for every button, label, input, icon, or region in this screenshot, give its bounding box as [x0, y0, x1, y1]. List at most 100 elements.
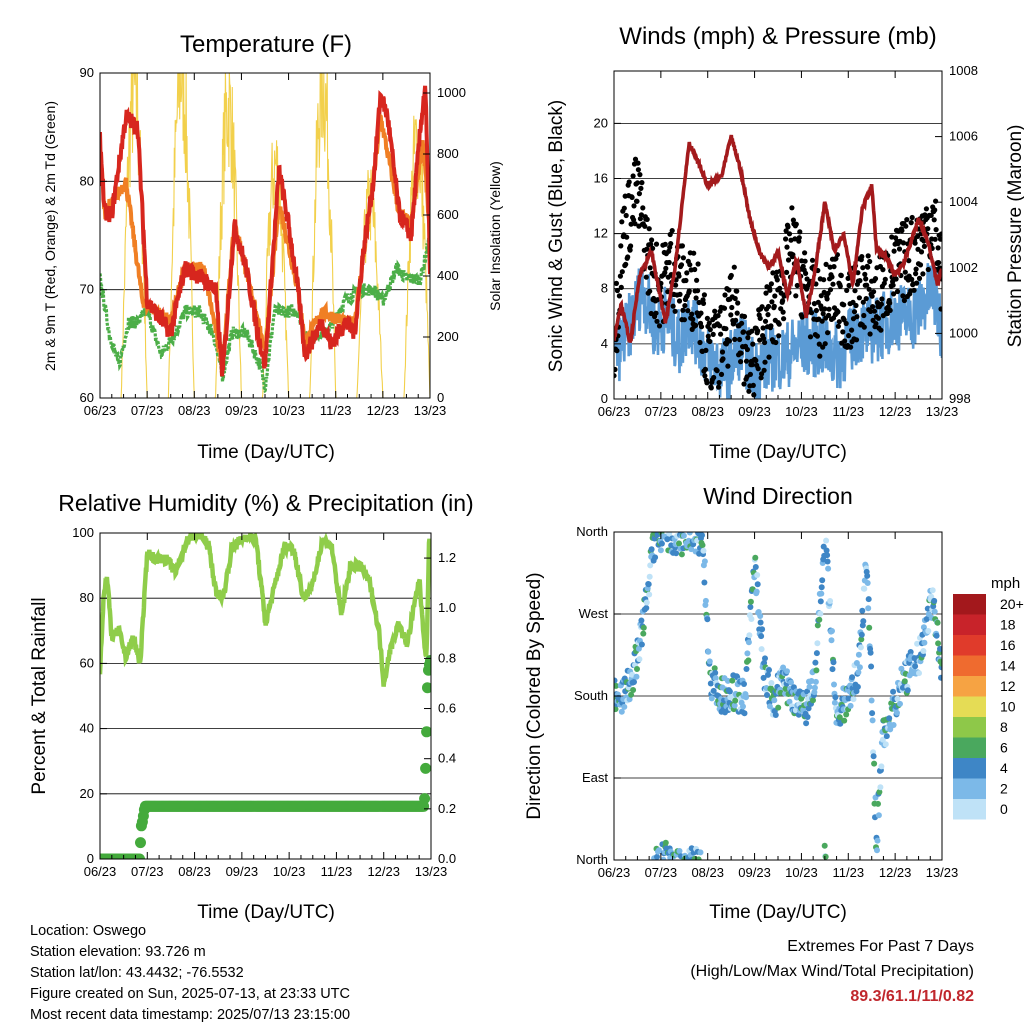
gust-point — [632, 156, 639, 162]
dir-x-tick-label: 07/23 — [645, 865, 678, 880]
winds-title: Winds (mph) & Pressure (mb) — [619, 23, 936, 50]
gust-point — [780, 298, 786, 304]
direction-point — [680, 532, 687, 539]
gust-point — [695, 261, 701, 267]
gust-point — [762, 318, 769, 324]
rh-y-tick-label: 40 — [80, 721, 94, 736]
direction-point — [771, 697, 778, 704]
gust-point — [707, 338, 713, 345]
gust-point — [925, 266, 931, 273]
direction-point — [931, 608, 938, 615]
dewpoint-line — [100, 231, 430, 394]
temperature-title: Temperature (F) — [180, 31, 352, 58]
direction-point — [635, 645, 642, 652]
gust-point — [689, 311, 695, 317]
wind-x-tick-label: 13/23 — [926, 404, 959, 419]
rh-x-tick-label: 08/23 — [178, 864, 211, 879]
gust-point — [817, 353, 823, 359]
wind-y2-tick-label: 1004 — [949, 194, 978, 209]
rh-y-tick-label: 80 — [80, 590, 94, 605]
wind-x-tick-label: 06/23 — [598, 404, 631, 419]
direction-point — [768, 680, 775, 686]
gust-point — [867, 331, 873, 337]
gust-point — [737, 336, 743, 343]
gust-point — [768, 323, 774, 329]
gust-point — [676, 273, 682, 279]
gust-point — [865, 253, 871, 259]
wind-x-tick-label: 07/23 — [645, 404, 678, 419]
gust-point — [666, 259, 672, 266]
direction-point — [883, 733, 890, 740]
winds-panel: Winds (mph) & Pressure (mb) 06/23 07/23 08… — [546, 23, 1024, 463]
direction-point — [824, 552, 831, 559]
humidity-title: Relative Humidity (%) & Precipitation (i… — [58, 490, 473, 516]
humidity-panel: Relative Humidity (%) & Precipitation (i… — [29, 490, 474, 923]
gust-point — [614, 280, 619, 286]
gust-point — [790, 252, 796, 258]
gust-point — [735, 300, 741, 306]
gust-point — [677, 291, 683, 297]
gust-point — [621, 205, 627, 211]
gust-point — [716, 380, 722, 386]
gust-point — [913, 266, 919, 272]
gust-point — [698, 324, 705, 330]
temp-y2-tick-label: 1000 — [437, 85, 466, 100]
direction-point — [775, 704, 782, 711]
direction-point — [831, 699, 838, 706]
rh-y2-tick-label: 0.8 — [438, 650, 456, 665]
direction-point — [836, 714, 843, 721]
gust-point — [711, 374, 717, 381]
gust-point — [755, 328, 761, 334]
speed-legend-swatch — [953, 737, 986, 758]
temp-y2-tick-label: 600 — [437, 207, 459, 222]
direction-point — [704, 616, 711, 623]
gust-point — [642, 223, 648, 229]
direction-point — [879, 736, 886, 743]
direction-point — [628, 691, 635, 698]
direction-point — [854, 683, 861, 690]
dir-x-tick-label: 11/23 — [832, 865, 864, 880]
direction-point — [636, 656, 643, 663]
wind-x-tick-label: 11/23 — [832, 404, 864, 419]
gust-point — [831, 264, 837, 270]
direction-point — [729, 677, 736, 684]
gust-point — [685, 308, 691, 314]
gust-point — [662, 270, 668, 276]
wind-x-tick-label: 08/23 — [691, 404, 724, 419]
gust-point — [802, 250, 808, 256]
humidity-ylabel-left: Percent & Total Rainfall — [29, 597, 50, 794]
gust-point — [640, 205, 646, 211]
temp-x-tick-label: 12/23 — [367, 403, 400, 418]
direction-ylabel-left: Direction (Colored By Speed) — [524, 572, 545, 819]
direction-point — [740, 703, 746, 710]
gust-point — [644, 246, 650, 252]
precipitation-point — [134, 853, 145, 859]
gust-point — [636, 191, 643, 197]
rh-y-tick-label: 100 — [72, 525, 94, 540]
gust-point — [647, 288, 653, 294]
gust-point — [781, 316, 787, 322]
direction-point — [803, 720, 810, 727]
gust-point — [751, 392, 757, 398]
gust-point — [637, 172, 643, 178]
direction-point — [869, 710, 876, 717]
gust-point — [826, 306, 832, 312]
direction-point — [843, 711, 850, 718]
gust-point — [718, 331, 724, 337]
gust-point — [678, 262, 685, 268]
temperature-plot-area — [100, 73, 430, 398]
direction-point — [816, 616, 823, 623]
dir-y-tick-label: East — [582, 770, 608, 785]
gust-point — [868, 308, 874, 314]
gust-point — [774, 277, 780, 283]
gust-point — [731, 264, 737, 270]
gust-point — [853, 302, 859, 309]
solar-insolation-line — [100, 73, 430, 398]
speed-legend-swatch — [953, 614, 986, 635]
gust-point — [750, 382, 756, 388]
gust-point — [617, 273, 624, 279]
gust-point — [911, 287, 917, 293]
gust-point — [860, 265, 866, 271]
direction-point — [934, 619, 941, 626]
